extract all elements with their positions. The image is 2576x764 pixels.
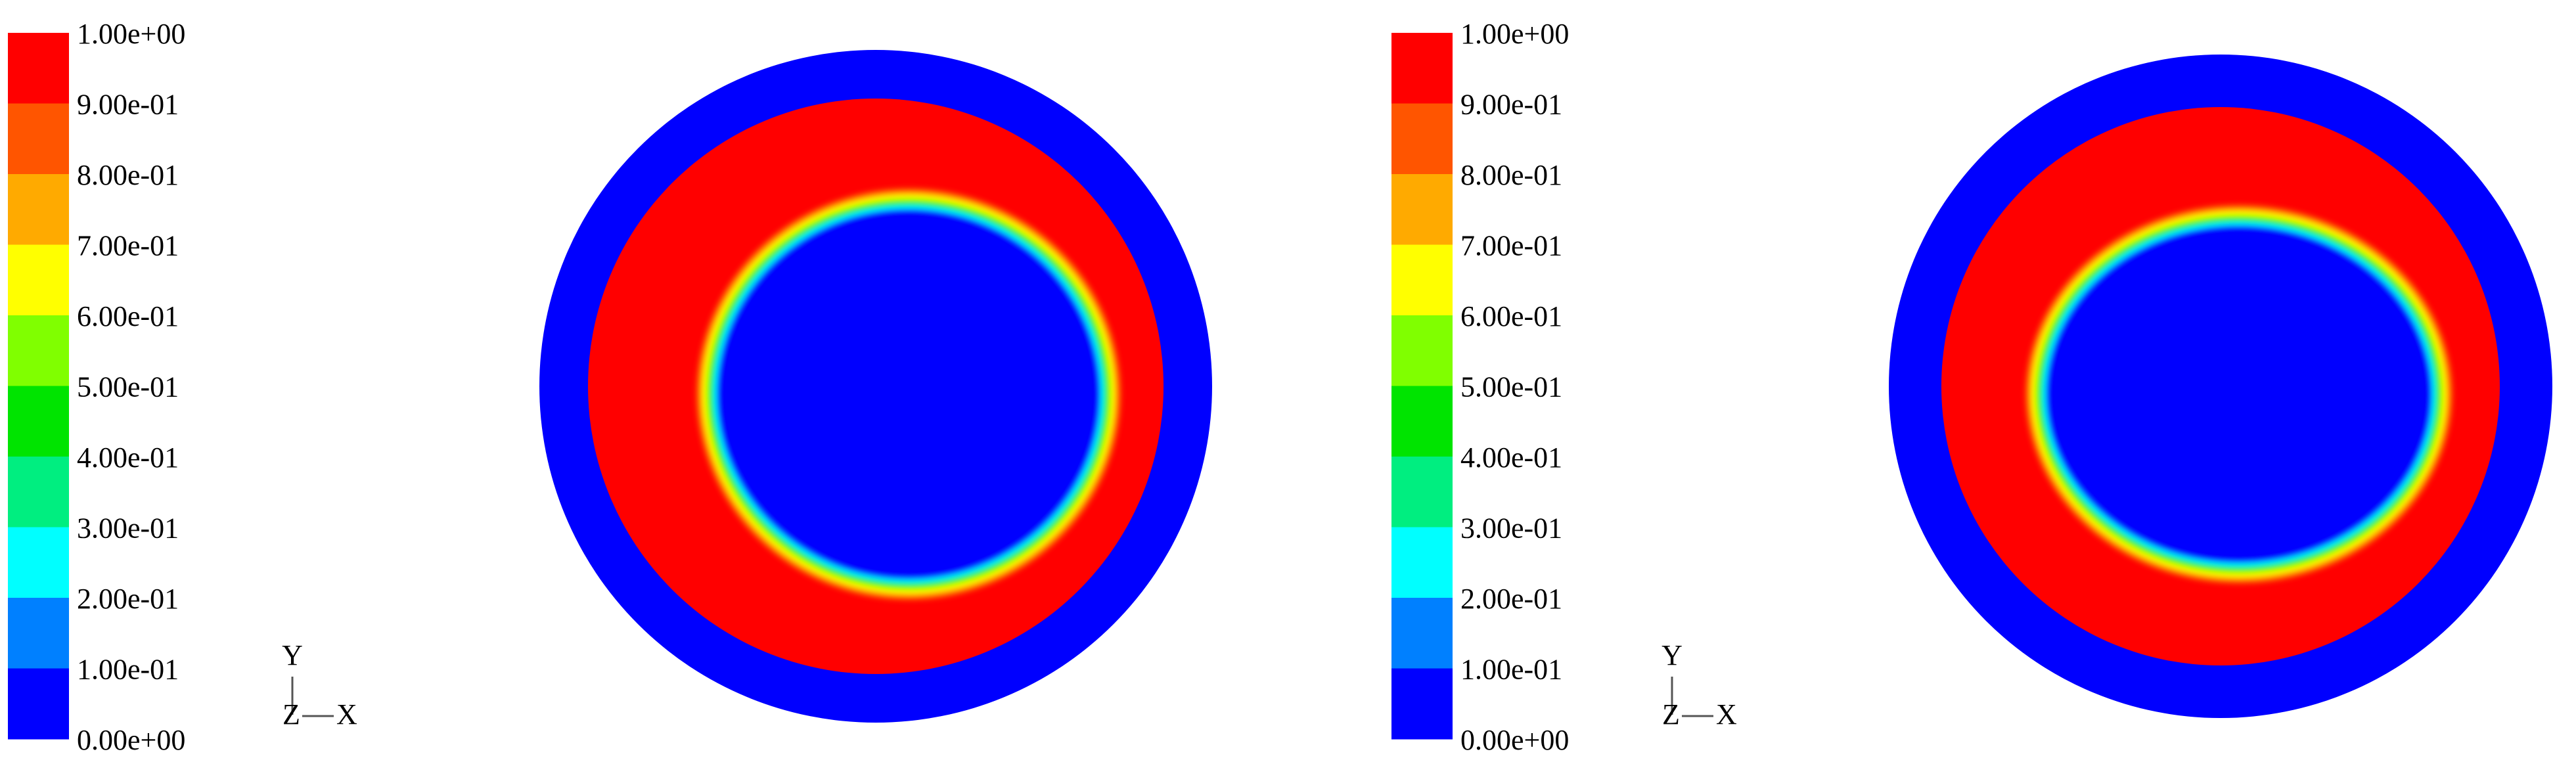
panel: 1.00e+00 9.00e-01 8.00e-01 7.00e-01 6.00e-01… [8,18,1212,756]
colorbar-band [1391,315,1453,386]
colorbar-label: 5.00e-01 [1460,371,1562,403]
colorbar-band [1391,174,1453,245]
colorbar-label: 2.00e-01 [77,583,179,615]
colorbar-label: 7.00e-01 [1460,230,1562,262]
colorbar-label: 7.00e-01 [77,230,179,262]
colorbar-band [8,527,69,598]
colorbar-band [8,386,69,457]
colorbar-band [1391,527,1453,598]
colorbar-band [1391,386,1453,457]
colorbar-label: 0.00e+00 [1460,724,1569,756]
colorbar-label: 4.00e-01 [77,441,179,474]
axis-label-x: X [336,698,357,730]
colorbar-band [8,103,69,175]
colorbar-label: 9.00e-01 [1460,89,1562,121]
colorbar-band [1391,33,1453,104]
colorbar-label: 4.00e-01 [1460,441,1562,474]
colorbar-label: 3.00e-01 [77,512,179,545]
interface-ring [696,188,1121,600]
colorbar-label: 3.00e-01 [1460,512,1562,545]
colorbar-label: 6.00e-01 [77,300,179,332]
contour-band [2047,227,2431,562]
colorbar-band [1391,598,1453,669]
colorbar-band [8,668,69,740]
colorbar-label: 1.00e+00 [77,18,185,50]
contour-band [718,210,1099,578]
colorbar-band [8,315,69,386]
colorbar-label: 1.00e+00 [1460,18,1569,50]
colorbar-label: 9.00e-01 [77,89,179,121]
colorbar-band [1391,668,1453,740]
colorbar-label: 8.00e-01 [77,159,179,191]
colorbar-band [1391,244,1453,316]
colorbar-band [8,174,69,245]
colorbar-label: 1.00e-01 [1460,654,1562,686]
interface-ring [2025,204,2453,584]
colorbar-band [8,244,69,316]
colorbar-label: 8.00e-01 [1460,159,1562,191]
colorbar-band [8,598,69,669]
colorbar-band [1391,457,1453,528]
colorbar-label: 0.00e+00 [77,724,185,756]
colorbar-label: 2.00e-01 [1460,583,1562,615]
axis-label-y: Y [1661,639,1683,671]
colorbar-label: 6.00e-01 [1460,300,1562,332]
panel: 1.00e+00 9.00e-01 8.00e-01 7.00e-01 6.00e-01… [1391,18,2552,756]
colorbar-label: 1.00e-01 [77,654,179,686]
axis-label-z: Z [282,698,300,730]
colorbar-band [1391,103,1453,175]
colorbar-label: 5.00e-01 [77,371,179,403]
axis-label-y: Y [282,639,303,671]
colorbar-band [8,457,69,528]
axis-label-z: Z [1662,698,1680,730]
axis-label-x: X [1716,698,1737,730]
colorbar-band [8,33,69,104]
